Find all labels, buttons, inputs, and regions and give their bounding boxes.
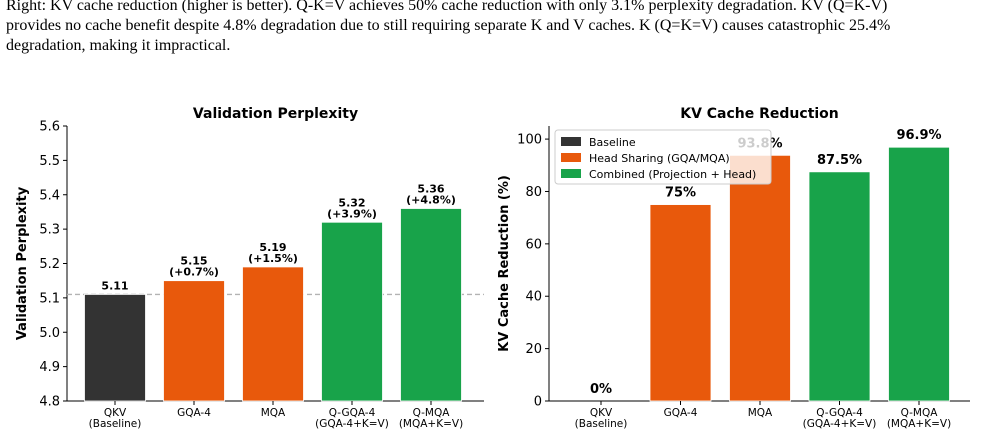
- panel-1-y-tick-label: 5.3: [39, 223, 60, 238]
- panel-1-x-tick-label-line: (Baseline): [89, 418, 142, 430]
- panel-1-data-label-line: (+4.8%): [406, 194, 456, 207]
- caption-line-2: provides no cache benefit despite 4.8% d…: [6, 17, 891, 34]
- legend-swatch-baseline: [561, 137, 581, 146]
- panel-1-data-label: 5.36(+4.8%): [406, 183, 456, 207]
- panel-2-y-axis-label: KV Cache Reduction (%): [497, 175, 512, 352]
- panel-1-x-tick-label-line: QKV: [104, 407, 127, 419]
- legend-swatch-combined: [561, 169, 581, 178]
- panel-1-data-label-line: 5.19: [259, 241, 286, 254]
- panel-1-x-tick-label-line: (MQA+K=V): [399, 418, 463, 430]
- legend-label-combined: Combined (Projection + Head): [589, 168, 756, 181]
- panel-2-y-tick-label: 100: [517, 133, 542, 148]
- panel-1-bar-3: [242, 266, 304, 402]
- panel-1-data-label-line: (+3.9%): [327, 207, 377, 220]
- panel-2-x-tick-label-line: QKV: [590, 407, 613, 419]
- legend-label-head_sharing: Head Sharing (GQA/MQA): [589, 152, 730, 165]
- panel-1-bar-4: [321, 221, 383, 402]
- panel-2-data-label: 75%: [665, 186, 696, 201]
- panel-2-data-label-line: 75%: [665, 186, 696, 201]
- panel-1-y-tick-label: 5.4: [39, 188, 60, 203]
- legend-swatch-head_sharing: [561, 153, 581, 162]
- panel-1-bar-2: [163, 280, 225, 402]
- panel-1-y-tick-label: 5.6: [39, 120, 60, 135]
- panel-2-data-label: 0%: [590, 382, 612, 397]
- panel-2-data-label: 96.9%: [896, 128, 941, 143]
- panel-2-bar-2: [649, 204, 712, 402]
- caption-line-1: Right: KV cache reduction (higher is bet…: [6, 0, 888, 14]
- panel-1-data-label-line: (+0.7%): [169, 266, 219, 279]
- legend-label-baseline: Baseline: [589, 136, 636, 149]
- panel-2-x-tick-label: Q-MQA(MQA+K=V): [887, 407, 951, 430]
- panel-1-data-label: 5.32(+3.9%): [327, 196, 377, 220]
- panel-2-x-tick-label-line: Q-MQA: [901, 407, 939, 419]
- panel-1-y-tick-label: 5.5: [39, 154, 60, 169]
- panel-1-bar-5: [400, 208, 462, 402]
- panel-2-legend: Baseline Head Sharing (GQA/MQA) Combined (…: [554, 129, 772, 185]
- panel-1-x-tick-label-line: Q-GQA-4: [329, 407, 376, 419]
- panel-2-x-tick-label: QKV(Baseline): [575, 407, 628, 430]
- panel-1-bar-1: [84, 294, 146, 402]
- panel-1-y-axis-label: Validation Perplexity: [15, 186, 30, 340]
- panel-1-data-label-line: 5.32: [338, 196, 365, 209]
- panel-2-bar-5: [888, 146, 950, 402]
- panel-2-x-tick-label: Q-GQA-4(GQA-4+K=V): [803, 407, 877, 430]
- panel-2-data-label-line: 96.9%: [896, 128, 941, 143]
- panel-1-data-label-line: 5.15: [180, 255, 207, 268]
- panel-2-x-tick-label-line: (GQA-4+K=V): [803, 418, 877, 430]
- panel-2-y-tick-label: 60: [525, 237, 542, 252]
- panel-1-x-tick-label-line: Q-MQA: [413, 407, 451, 419]
- caption-line-3: degradation, making it impractical.: [6, 37, 231, 54]
- panel-1-y-tick-label: 5.1: [39, 291, 60, 306]
- panel-2-y-tick-label: 80: [525, 185, 542, 200]
- panel-2-y-tick-label: 40: [525, 290, 542, 305]
- panel-1-data-label: 5.15(+0.7%): [169, 255, 219, 279]
- figure-caption: Right: KV cache reduction (higher is bet…: [6, 0, 982, 56]
- panel-2-x-tick-label-line: Q-GQA-4: [816, 407, 863, 419]
- panel-1-y-tick-label: 5.0: [39, 326, 60, 341]
- panel-2-data-label-line: 0%: [590, 382, 612, 397]
- panel-1-y-tick-label: 4.9: [39, 360, 60, 375]
- panel-2-x-tick-label-line: (MQA+K=V): [887, 418, 951, 430]
- panel-2-y-tick-label: 0: [534, 395, 542, 410]
- panel-1-x-tick-label-line: GQA-4: [177, 407, 211, 419]
- panel-2-x-tick-label-line: GQA-4: [664, 407, 698, 419]
- panel-1-x-tick-label: MQA: [261, 407, 286, 419]
- panel-2-bar-3: [729, 154, 791, 402]
- panel-1-data-label: 5.19(+1.5%): [248, 241, 298, 265]
- panel-1-data-label-line: 5.36: [417, 183, 444, 196]
- panel-1-x-tick-label: QKV(Baseline): [89, 407, 142, 430]
- panel-2-data-label: 87.5%: [817, 153, 862, 168]
- panel-1-x-tick-label-line: (GQA-4+K=V): [315, 418, 389, 430]
- panel-2-x-tick-label-line: (Baseline): [575, 418, 628, 430]
- panel-1-x-tick-label: Q-MQA(MQA+K=V): [399, 407, 463, 430]
- panel-2-x-tick-label-line: MQA: [748, 407, 773, 419]
- panel-1-data-label-line: 5.11: [101, 279, 128, 292]
- panel-2-x-tick-label: GQA-4: [664, 407, 698, 419]
- legend-box: [554, 129, 772, 185]
- panel-1-chart-title: Validation Perplexity: [193, 106, 358, 122]
- panel-2-data-label-line: 87.5%: [817, 153, 862, 168]
- panel-2-bar-4: [808, 171, 871, 402]
- panel-1-x-tick-label: GQA-4: [177, 407, 211, 419]
- panel-1-data-label-line: (+1.5%): [248, 252, 298, 265]
- panel-1-y-tick-label: 4.8: [39, 395, 60, 410]
- panel-1-x-tick-label: Q-GQA-4(GQA-4+K=V): [315, 407, 389, 430]
- panel-1-y-tick-label: 5.2: [39, 257, 60, 272]
- panel-2-x-tick-label: MQA: [748, 407, 773, 419]
- panel-2-chart-title: KV Cache Reduction: [680, 106, 839, 122]
- panel-1-data-label: 5.11: [101, 279, 128, 292]
- panel-2-y-tick-label: 20: [525, 342, 542, 357]
- panel-1-x-tick-label-line: MQA: [261, 407, 286, 419]
